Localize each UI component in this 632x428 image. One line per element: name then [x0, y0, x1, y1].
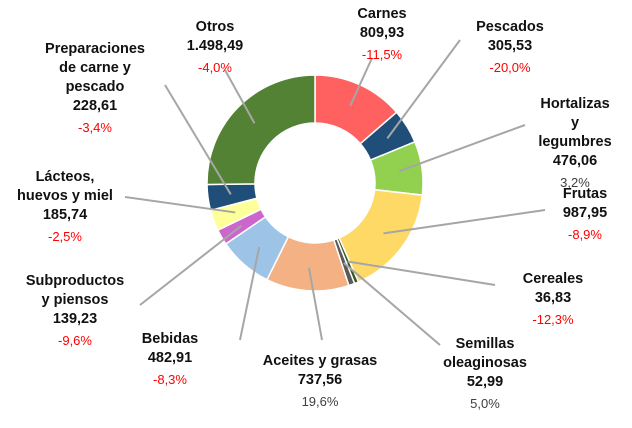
value-label: 139,23: [52, 311, 98, 327]
slice-label: Subproductos y piensos 139,23 -9,6%: [26, 272, 124, 350]
value-label: 987,95: [562, 205, 608, 221]
category-name: Otros: [195, 19, 235, 35]
leader-line: [349, 57, 373, 107]
change-label: -12,3%: [532, 312, 574, 327]
slice-label: Preparaciones de carne y pescado 228,61 -3…: [45, 40, 145, 137]
slice-label: Frutas 987,95 -8,9%: [563, 185, 607, 244]
value-label: 52,99: [466, 374, 504, 390]
change-label: -11,5%: [361, 47, 403, 62]
change-label: -3,4%: [78, 120, 112, 135]
slice: [206, 74, 316, 186]
value-label: 737,56: [297, 372, 343, 388]
slice-label: Pescados 305,53 -20,0%: [476, 18, 544, 77]
change-label: 19,6%: [301, 394, 339, 409]
leader-line: [343, 262, 441, 346]
slice-label: Lácteos, huevos y miel 185,74 -2,5%: [17, 168, 113, 246]
leader-line: [224, 69, 256, 124]
slice-label: Bebidas 482,91 -8,3%: [142, 330, 198, 389]
category-name: Preparaciones de carne y pescado: [45, 41, 145, 95]
value-label: 185,74: [42, 207, 88, 223]
category-name: Lácteos, huevos y miel: [17, 169, 113, 204]
category-name: Aceites y grasas: [262, 353, 378, 369]
slice-label: Otros 1.498,49 -4,0%: [187, 18, 243, 77]
leader-line: [124, 196, 236, 214]
value-label: 809,93: [359, 25, 405, 41]
leader-line: [383, 209, 546, 235]
change-label: 5,0%: [470, 396, 500, 411]
category-name: Frutas: [562, 186, 608, 202]
value-label: 228,61: [72, 98, 118, 114]
slice-label: Carnes 809,93 -11,5%: [357, 5, 406, 64]
leader-line: [139, 224, 243, 306]
change-label: -4,0%: [198, 60, 232, 75]
slice-label: Hortalizas y legumbres 476,06 3,2%: [538, 95, 611, 192]
change-label: -8,9%: [568, 227, 602, 242]
category-name: Cereales: [522, 271, 584, 287]
change-label: 3,2%: [560, 175, 590, 190]
value-label: 1.498,49: [186, 38, 244, 54]
leader-line: [347, 260, 496, 286]
leader-line: [164, 84, 232, 195]
change-label: -9,6%: [58, 333, 92, 348]
leader-line: [307, 267, 323, 341]
slice-label: Cereales 36,83 -12,3%: [523, 270, 583, 329]
change-label: -8,3%: [153, 372, 187, 387]
category-name: Bebidas: [141, 331, 199, 347]
category-name: Subproductos y piensos: [25, 273, 125, 308]
value-label: 476,06: [552, 153, 598, 169]
category-name: Carnes: [357, 6, 407, 22]
leader-line: [398, 124, 526, 173]
leader-line: [239, 246, 261, 341]
leader-line: [386, 39, 461, 139]
slice-label: Aceites y grasas 737,56 19,6%: [263, 352, 377, 411]
category-name: Semillas oleaginosas: [443, 336, 527, 371]
slice-label: Semillas oleaginosas 52,99 5,0%: [443, 335, 527, 413]
change-label: -20,0%: [489, 60, 531, 75]
category-name: Hortalizas y legumbres: [538, 96, 612, 150]
change-label: -2,5%: [48, 229, 82, 244]
value-label: 482,91: [147, 350, 193, 366]
category-name: Pescados: [476, 19, 544, 35]
value-label: 36,83: [534, 290, 572, 306]
value-label: 305,53: [487, 38, 533, 54]
